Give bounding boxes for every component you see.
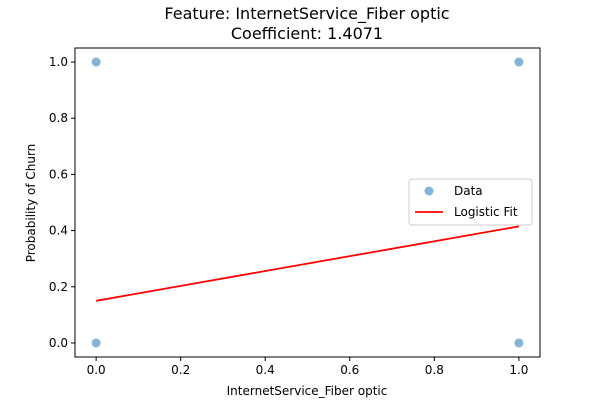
x-axis-label: InternetService_Fiber optic (227, 384, 388, 398)
data-point (91, 338, 101, 348)
y-tick-label: 1.0 (49, 55, 68, 69)
x-tick-label: 0.2 (171, 363, 190, 377)
data-point (91, 57, 101, 67)
data-point (514, 57, 524, 67)
x-tick-label: 0.0 (87, 363, 106, 377)
y-tick-label: 0.8 (49, 111, 68, 125)
y-tick-label: 0.6 (49, 167, 68, 181)
x-tick-label: 0.6 (340, 363, 359, 377)
y-tick-label: 0.2 (49, 280, 68, 294)
logistic-fit-line (95, 225, 520, 302)
legend-box (408, 178, 533, 226)
chart-title: Feature: InternetService_Fiber optic (164, 4, 449, 24)
y-tick-label: 0.0 (49, 336, 68, 350)
y-axis-label: Probability of Churn (24, 144, 38, 263)
chart-subtitle: Coefficient: 1.4071 (231, 24, 383, 43)
legend-label-fit: Logistic Fit (454, 205, 518, 219)
x-tick-label: 1.0 (509, 363, 528, 377)
axes-frame (74, 47, 541, 358)
y-tick-label: 0.4 (49, 224, 68, 238)
data-point (514, 338, 524, 348)
legend-marker-data (424, 186, 434, 196)
legend-label-data: Data (454, 184, 483, 198)
x-tick-label: 0.8 (425, 363, 444, 377)
plot-area (74, 47, 541, 358)
axis-ticks: 0.0 0.2 0.4 0.6 0.8 1.0 0.0 0.2 0.4 0.6 0.8 1.0 (49, 55, 529, 377)
legend: Data Logistic Fit (408, 178, 533, 226)
x-tick-label: 0.4 (256, 363, 275, 377)
